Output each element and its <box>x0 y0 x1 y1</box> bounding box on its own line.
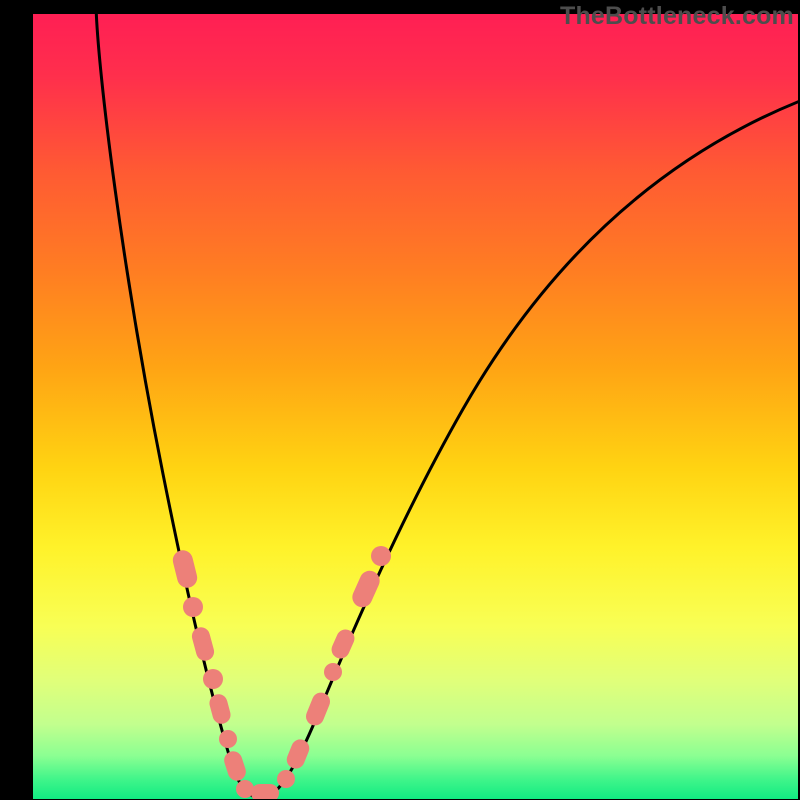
curve-marker <box>222 749 248 783</box>
marker-group <box>171 546 391 799</box>
curve-layer <box>33 14 798 799</box>
curve-marker <box>303 690 332 728</box>
curve-marker <box>277 770 295 788</box>
v-curve-path <box>96 14 798 798</box>
curve-marker <box>284 737 312 772</box>
curve-marker <box>207 692 232 726</box>
watermark-text: TheBottleneck.com <box>560 2 794 31</box>
chart-stage: TheBottleneck.com <box>0 0 800 800</box>
curve-marker <box>190 625 216 663</box>
curve-marker <box>324 663 342 681</box>
curve-marker <box>251 784 279 799</box>
curve-marker <box>371 546 391 566</box>
curve-marker <box>183 597 203 617</box>
plot-area <box>33 14 798 799</box>
curve-marker <box>219 730 237 748</box>
curve-marker <box>171 548 200 590</box>
curve-marker <box>203 669 223 689</box>
